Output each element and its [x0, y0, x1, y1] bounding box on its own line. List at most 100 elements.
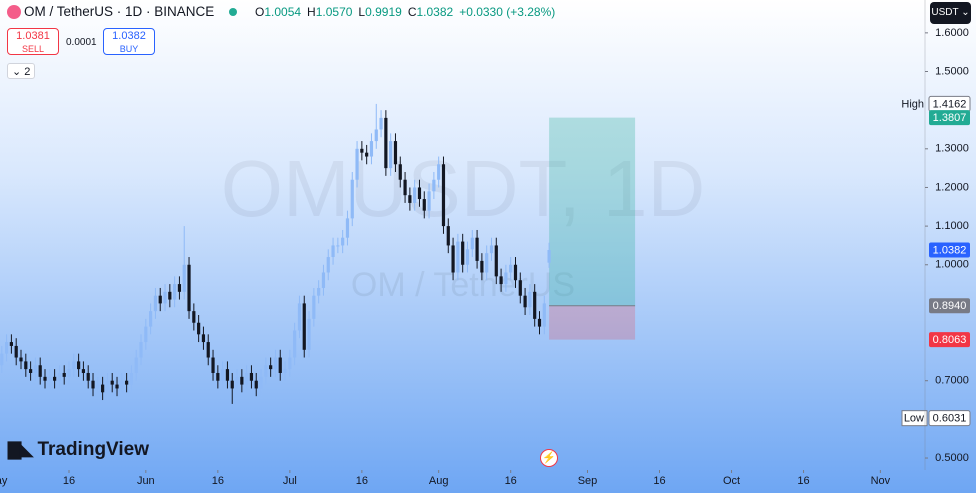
indicators-count: 2: [24, 66, 31, 78]
candle-body: [235, 376, 239, 389]
buy-price: 1.0382: [112, 30, 146, 42]
candle-body: [345, 218, 350, 238]
candle-body: [446, 226, 450, 246]
candle-body: [211, 357, 215, 373]
candle-body: [192, 311, 196, 323]
buy-label: BUY: [119, 44, 139, 54]
logo-text: TradingView: [37, 439, 150, 460]
candle-body: [413, 187, 417, 203]
candle-body: [81, 369, 86, 373]
candle-body: [461, 241, 465, 265]
candle-body: [14, 345, 18, 358]
candle-body: [470, 237, 474, 250]
candle-body: [177, 284, 182, 292]
x-tick-label: Nov: [871, 475, 891, 487]
y-tick-label: 1.1000: [935, 220, 969, 232]
candle-body: [249, 372, 254, 381]
candle-body: [355, 148, 359, 180]
change: +0.0330 (+3.28%): [459, 5, 556, 19]
candle-body: [264, 365, 268, 377]
sell-button[interactable]: 1.0381 SELL: [7, 28, 59, 55]
candle-body: [494, 245, 498, 277]
price-label-name: High: [901, 98, 924, 110]
candle-body: [465, 249, 470, 265]
ohlc-key: L: [358, 5, 366, 19]
x-tick-label: Jun: [137, 475, 155, 487]
y-tick-label: 1.0000: [935, 259, 969, 271]
price-label-box: [928, 410, 971, 427]
ohlc-key: O: [255, 5, 265, 19]
price-label-box: [929, 242, 970, 258]
y-tick-label: 1.3000: [935, 143, 969, 155]
candle-body: [254, 380, 258, 389]
y-tick-label: 0.5000: [935, 452, 969, 464]
candle-body: [341, 237, 345, 246]
candle-body: [91, 380, 95, 389]
candle-body: [197, 322, 201, 335]
candle-body: [350, 179, 354, 219]
candle-body: [9, 342, 14, 346]
candle-body: [432, 179, 436, 192]
candle-body: [53, 376, 57, 381]
candle-body: [374, 129, 378, 142]
x-tick-label: May: [0, 475, 8, 487]
y-tick-label: 0.7000: [935, 375, 969, 387]
price-label-text: 0.6031: [933, 413, 967, 425]
candle-body: [288, 357, 292, 370]
candle-body: [485, 253, 489, 273]
candle-body: [451, 245, 455, 273]
candle-body: [134, 357, 138, 373]
candle-body: [542, 303, 546, 327]
candle-body: [509, 264, 513, 273]
candle-body: [86, 372, 90, 381]
candle-body: [398, 164, 402, 180]
candle-body: [369, 141, 374, 157]
candle-body: [96, 384, 100, 389]
candle-body: [29, 369, 33, 373]
candle-body: [427, 191, 431, 211]
candle-body: [480, 260, 484, 273]
candle-body: [297, 303, 302, 331]
candle-body: [518, 280, 522, 296]
candle-body: [105, 380, 110, 393]
x-tick-label: 16: [653, 475, 665, 487]
candle-body: [456, 241, 460, 273]
candle-body: [153, 295, 158, 312]
position-entry-label-text: 0.8940: [933, 300, 967, 312]
x-tick-label: Sep: [578, 475, 598, 487]
candle-body: [173, 284, 177, 300]
candle-body: [326, 257, 330, 273]
price-label-name: Low: [904, 413, 924, 425]
position-entry-label-box: [929, 298, 970, 314]
candle-body: [547, 249, 551, 263]
candle-body: [19, 357, 23, 362]
candle-body: [110, 380, 114, 385]
candle-body: [72, 361, 76, 370]
ohlc-value: 1.0570: [315, 5, 353, 19]
candle-body: [120, 380, 124, 389]
candle-body: [182, 264, 186, 292]
currency-button[interactable]: USDT ⌄: [930, 2, 971, 24]
event-icon[interactable]: ⚡: [540, 449, 558, 467]
candle-body: [441, 164, 446, 227]
market-status-dot: [229, 8, 237, 16]
candle-body: [379, 117, 383, 130]
buy-button[interactable]: 1.0382 BUY: [103, 28, 155, 55]
ohlc-key: C: [407, 5, 417, 19]
candle-body: [365, 152, 369, 157]
symbol-title[interactable]: OM / TetherUS · 1D · BINANCE: [24, 4, 215, 19]
candle-body: [278, 357, 282, 373]
candle-body: [38, 365, 42, 377]
spread: 0.0001: [66, 37, 97, 48]
candle-body: [187, 264, 191, 312]
sell-label: SELL: [21, 44, 45, 54]
candle-body: [475, 237, 479, 261]
candle-body: [269, 365, 273, 370]
ohlc-value: 1.0382: [416, 5, 454, 19]
candle-body: [384, 117, 388, 169]
logo[interactable]: ▇◣ TradingView: [8, 439, 149, 461]
indicators-toggle[interactable]: ⌄ 2: [7, 63, 35, 79]
candle-body: [158, 295, 162, 304]
